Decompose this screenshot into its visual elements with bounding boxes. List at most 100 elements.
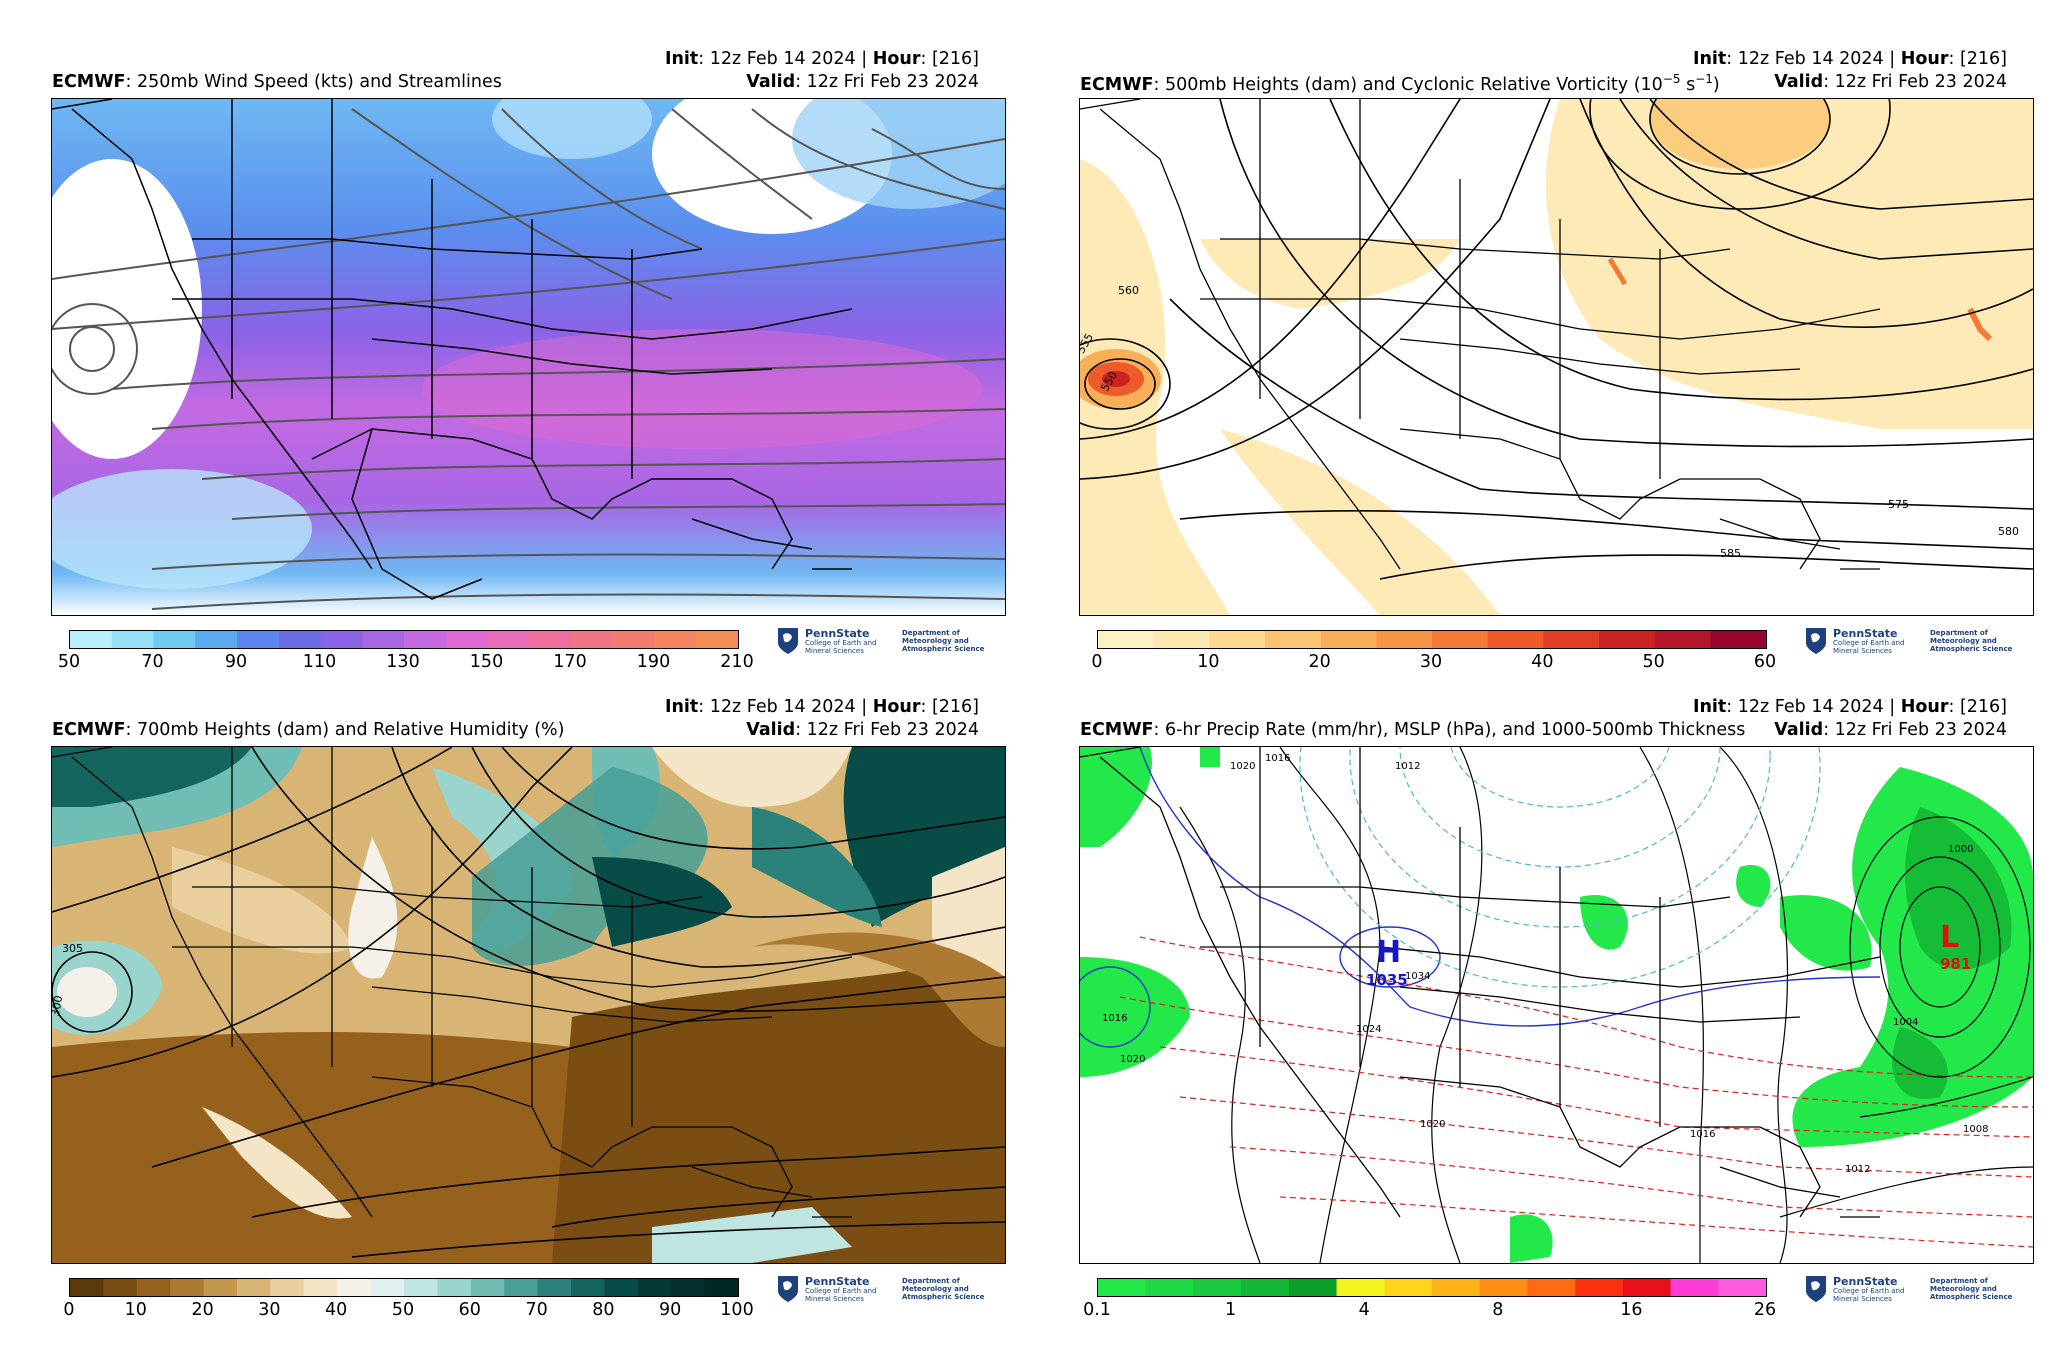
init-line: Init: 12z Feb 14 2024 | Hour: [216]	[1692, 49, 2007, 69]
colorbar-tick-label: 20	[191, 1300, 214, 1320]
colorbar-swatch	[537, 1279, 572, 1296]
precip-mslp-map: 1016 1012 1020 1016 1020 1024 1020 1016 …	[1079, 746, 2034, 1264]
colorbar-swatch	[1209, 631, 1266, 648]
colorbar-swatch	[487, 631, 530, 648]
pennstate-logo: PennState College of Earth and Mineral S…	[1805, 1275, 2020, 1310]
humidity-colorbar	[69, 1278, 739, 1297]
colorbar-tick-label: 110	[302, 652, 337, 672]
colorbar-swatch	[1384, 1279, 1433, 1296]
colorbar-swatch	[70, 631, 113, 648]
colorbar-swatch	[1543, 631, 1600, 648]
colorbar-swatch	[1718, 1279, 1766, 1296]
pennstate-logo: PennState College of Earth and Mineral S…	[777, 1275, 992, 1310]
colorbar-swatch	[237, 1279, 271, 1296]
colorbar-tick-label: 30	[258, 1300, 281, 1320]
panel-700mb-humidity: Init: 12z Feb 14 2024 | Hour: [216] ECMW…	[0, 648, 1006, 1320]
pennstate-logo: PennState College of Earth and Mineral S…	[1805, 627, 2020, 662]
contour-label: 580	[1998, 525, 2019, 538]
colorbar-swatch	[1575, 1279, 1624, 1296]
precip-colorbar	[1097, 1278, 1767, 1297]
isobar-label: 1034	[1405, 971, 1430, 982]
colorbar-swatch	[1654, 631, 1711, 648]
colorbar-swatch	[370, 1279, 405, 1296]
colorbar-swatch	[1265, 631, 1322, 648]
colorbar-swatch	[1710, 631, 1766, 648]
colorbar-swatch	[303, 1279, 338, 1296]
colorbar-swatch	[470, 1279, 505, 1296]
colorbar-tick-label: 60	[458, 1300, 481, 1320]
colorbar-tick-label: 50	[57, 652, 81, 672]
colorbar-swatch	[1241, 1279, 1290, 1296]
pennstate-logo: PennState College of Earth and Mineral S…	[777, 627, 992, 662]
isobar-label: 1004	[1893, 1017, 1918, 1028]
colorbar-tick-label: 10	[1197, 652, 1220, 672]
colorbar-swatch	[571, 1279, 605, 1296]
colorbar-swatch	[612, 631, 655, 648]
colorbar-tick-label: 0.1	[1083, 1300, 1111, 1320]
colorbar-tick-label: 4	[1358, 1300, 1370, 1320]
colorbar-tick-label: 60	[1753, 652, 1777, 672]
colorbar-swatch	[604, 1279, 639, 1296]
colorbar-swatch	[1193, 1279, 1242, 1296]
panel-title: ECMWF: 500mb Heights (dam) and Cyclonic …	[1080, 72, 1720, 95]
vorticity-colorbar	[1097, 630, 1767, 649]
init-line: Init: 12z Feb 14 2024 | Hour: [216]	[1692, 697, 2007, 717]
colorbar-swatch	[70, 1279, 104, 1296]
colorbar-swatch	[1479, 1279, 1528, 1296]
colorbar-tick-label: 0	[63, 1300, 75, 1320]
colorbar-swatch	[103, 1279, 138, 1296]
colorbar-tick-label: 150	[469, 652, 504, 672]
valid-line: Valid: 12z Fri Feb 23 2024	[1774, 72, 2007, 92]
isobar-label: 1020	[1120, 1054, 1145, 1065]
colorbar-swatch	[404, 631, 447, 648]
colorbar-swatch	[1098, 631, 1155, 648]
isobar-label: 1016	[1690, 1129, 1715, 1140]
colorbar-swatch	[1320, 631, 1377, 648]
high-pressure-marker: H 1035	[1366, 935, 1408, 989]
colorbar-swatch	[278, 631, 321, 648]
colorbar-tick-label: 16	[1620, 1300, 1643, 1320]
colorbar-swatch	[153, 631, 196, 648]
colorbar-swatch	[1288, 1279, 1338, 1296]
colorbar-tick-label: 0	[1091, 652, 1103, 672]
humidity-map: 305 300	[51, 746, 1006, 1264]
isobar-label: 1016	[1102, 1013, 1127, 1024]
svg-text:981: 981	[1940, 955, 1971, 973]
colorbar-swatch	[1670, 1279, 1719, 1296]
isobar-label: 1020	[1420, 1119, 1445, 1130]
colorbar-swatch	[1153, 631, 1210, 648]
colorbar-tick-label: 50	[1642, 652, 1665, 672]
valid-line: Valid: 12z Fri Feb 23 2024	[746, 72, 979, 92]
colorbar-tick-label: 70	[525, 1300, 548, 1320]
colorbar-swatch	[270, 1279, 305, 1296]
nittany-lion-shield-icon	[1806, 1276, 1826, 1302]
svg-text:H: H	[1376, 935, 1401, 970]
colorbar-tick-label: 1	[1225, 1300, 1237, 1320]
colorbar-swatch	[1599, 631, 1656, 648]
isobar-label: 1008	[1963, 1124, 1988, 1135]
nittany-lion-shield-icon	[1806, 628, 1826, 654]
colorbar-tick-label: 40	[1531, 652, 1554, 672]
colorbar-tick-label: 100	[720, 1300, 754, 1320]
colorbar-swatch	[1432, 631, 1489, 648]
colorbar-tick-label: 80	[592, 1300, 615, 1320]
colorbar-swatch	[1622, 1279, 1672, 1296]
colorbar-swatch	[1145, 1279, 1194, 1296]
colorbar-tick-label: 190	[636, 652, 671, 672]
colorbar-swatch	[320, 631, 363, 648]
colorbar-tick-label: 8	[1492, 1300, 1504, 1320]
colorbar-swatch	[237, 631, 280, 648]
panel-title: ECMWF: 700mb Heights (dam) and Relative …	[52, 720, 565, 740]
colorbar-swatch	[504, 1279, 539, 1296]
isobar-label: 1012	[1845, 1164, 1870, 1175]
isobar-label: 1012	[1395, 761, 1420, 772]
colorbar-tick-label: 20	[1308, 652, 1331, 672]
colorbar-swatch	[337, 1279, 372, 1296]
colorbar-swatch	[1527, 1279, 1576, 1296]
colorbar-tick-label: 50	[391, 1300, 415, 1320]
colorbar-swatch	[1487, 631, 1544, 648]
wind-speed-map	[51, 98, 1006, 616]
colorbar-tick-label: 30	[1419, 652, 1443, 672]
isobar-label: 1020	[1230, 761, 1255, 772]
colorbar-swatch	[571, 631, 614, 648]
